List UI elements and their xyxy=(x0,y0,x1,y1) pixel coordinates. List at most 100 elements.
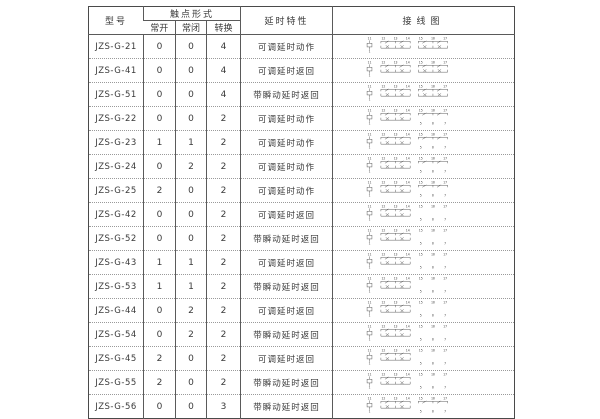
svg-text:15: 15 xyxy=(418,109,422,113)
svg-text:1: 1 xyxy=(368,74,370,78)
svg-text:15: 15 xyxy=(418,301,422,305)
svg-text:5: 5 xyxy=(419,314,421,318)
delay-cell: 可调延时动作 xyxy=(240,178,333,203)
wiring-cell: 11 1 12 13 14 15 16 17 xyxy=(332,58,515,83)
delay-cell: 可调延时返回 xyxy=(240,58,333,83)
svg-text:14: 14 xyxy=(405,301,409,305)
contact-no-cell: 2 xyxy=(143,346,176,371)
contact-nc-cell: 0 xyxy=(175,82,207,107)
svg-text:17: 17 xyxy=(443,133,447,137)
contact-no-cell: 0 xyxy=(143,226,176,251)
svg-text:13: 13 xyxy=(393,277,397,281)
wiring-diagram: 11 1 12 13 14 15 16 17 5 6 7 xyxy=(363,133,485,154)
svg-text:12: 12 xyxy=(381,325,385,329)
svg-text:7: 7 xyxy=(444,194,446,198)
svg-text:15: 15 xyxy=(418,85,422,89)
svg-text:13: 13 xyxy=(393,229,397,233)
svg-text:15: 15 xyxy=(418,37,422,41)
svg-text:17: 17 xyxy=(443,349,447,353)
contact-nc-cell: 2 xyxy=(175,298,207,323)
svg-text:12: 12 xyxy=(381,61,385,65)
contact-no-cell: 0 xyxy=(143,322,176,347)
contact-co-cell: 2 xyxy=(205,226,241,251)
svg-text:12: 12 xyxy=(381,397,385,401)
svg-text:17: 17 xyxy=(443,229,447,233)
contact-no-cell: 2 xyxy=(143,370,176,395)
model-cell: JZS-G-43 xyxy=(88,250,144,275)
header-model: 型号 xyxy=(88,6,144,35)
contact-no-cell: 0 xyxy=(143,394,176,419)
svg-text:5: 5 xyxy=(419,242,421,246)
svg-text:7: 7 xyxy=(444,362,446,366)
svg-text:16: 16 xyxy=(431,181,435,185)
contact-co-cell: 2 xyxy=(205,250,241,275)
contact-co-cell: 4 xyxy=(205,34,241,59)
svg-text:13: 13 xyxy=(393,253,397,257)
svg-text:15: 15 xyxy=(418,253,422,257)
svg-text:7: 7 xyxy=(444,386,446,390)
contact-co-cell: 2 xyxy=(205,274,241,299)
header-wiring: 接线图 xyxy=(332,6,515,35)
svg-text:14: 14 xyxy=(405,85,409,89)
contact-co-cell: 4 xyxy=(205,58,241,83)
svg-text:14: 14 xyxy=(405,229,409,233)
table-row: JZS-G-53 1 1 2 带瞬动延时返回 11 1 12 13 14 15 16 17 5 6… xyxy=(88,274,515,299)
svg-text:6: 6 xyxy=(431,242,433,246)
table-row: JZS-G-24 0 2 2 可调延时动作 11 1 12 13 14 15 16 17 5 6 7 xyxy=(88,154,515,179)
svg-text:11: 11 xyxy=(367,325,371,329)
contact-co-cell: 2 xyxy=(205,322,241,347)
svg-text:11: 11 xyxy=(367,85,371,89)
svg-text:16: 16 xyxy=(431,301,435,305)
contact-no-cell: 0 xyxy=(143,82,176,107)
contact-nc-cell: 1 xyxy=(175,274,207,299)
delay-cell: 可调延时返回 xyxy=(240,346,333,371)
table-row: JZS-G-56 0 0 3 带瞬动延时返回 11 1 12 13 14 15 16 17 5 6… xyxy=(88,394,515,419)
wiring-cell: 11 1 12 13 14 15 16 17 5 6 7 xyxy=(332,106,515,131)
svg-text:15: 15 xyxy=(418,181,422,185)
contact-nc-cell: 0 xyxy=(175,394,207,419)
wiring-diagram: 11 1 12 13 14 15 16 17 5 6 7 xyxy=(363,253,485,274)
svg-text:5: 5 xyxy=(419,170,421,174)
svg-text:14: 14 xyxy=(405,181,409,185)
svg-text:6: 6 xyxy=(431,146,433,150)
contact-nc-cell: 0 xyxy=(175,106,207,131)
svg-text:15: 15 xyxy=(418,229,422,233)
svg-text:11: 11 xyxy=(367,277,371,281)
svg-text:17: 17 xyxy=(443,37,447,41)
delay-cell: 可调延时返回 xyxy=(240,250,333,275)
wiring-cell: 11 1 12 13 14 15 16 17 xyxy=(332,82,515,107)
model-cell: JZS-G-44 xyxy=(88,298,144,323)
contact-no-cell: 1 xyxy=(143,250,176,275)
svg-text:12: 12 xyxy=(381,37,385,41)
contact-nc-cell: 0 xyxy=(175,370,207,395)
svg-text:1: 1 xyxy=(368,410,370,414)
svg-text:17: 17 xyxy=(443,325,447,329)
model-cell: JZS-G-25 xyxy=(88,178,144,203)
svg-text:16: 16 xyxy=(431,205,435,209)
svg-text:17: 17 xyxy=(443,61,447,65)
svg-text:15: 15 xyxy=(418,325,422,329)
svg-text:17: 17 xyxy=(443,181,447,185)
svg-text:15: 15 xyxy=(418,349,422,353)
contact-co-cell: 4 xyxy=(205,82,241,107)
wiring-cell: 11 1 12 13 14 15 16 17 5 6 7 xyxy=(332,202,515,227)
svg-text:6: 6 xyxy=(431,314,433,318)
svg-text:1: 1 xyxy=(368,194,370,198)
contact-co-cell: 2 xyxy=(205,130,241,155)
svg-text:14: 14 xyxy=(405,397,409,401)
svg-text:15: 15 xyxy=(418,133,422,137)
contact-nc-cell: 0 xyxy=(175,202,207,227)
svg-text:5: 5 xyxy=(419,290,421,294)
svg-text:5: 5 xyxy=(419,266,421,270)
svg-text:6: 6 xyxy=(431,410,433,414)
svg-text:17: 17 xyxy=(443,277,447,281)
header-contact-nc: 常闭 xyxy=(175,20,207,35)
svg-text:17: 17 xyxy=(443,109,447,113)
svg-text:6: 6 xyxy=(431,386,433,390)
svg-text:16: 16 xyxy=(431,253,435,257)
svg-text:14: 14 xyxy=(405,37,409,41)
svg-text:16: 16 xyxy=(431,133,435,137)
svg-text:6: 6 xyxy=(431,266,433,270)
contact-nc-cell: 2 xyxy=(175,322,207,347)
model-cell: JZS-G-23 xyxy=(88,130,144,155)
